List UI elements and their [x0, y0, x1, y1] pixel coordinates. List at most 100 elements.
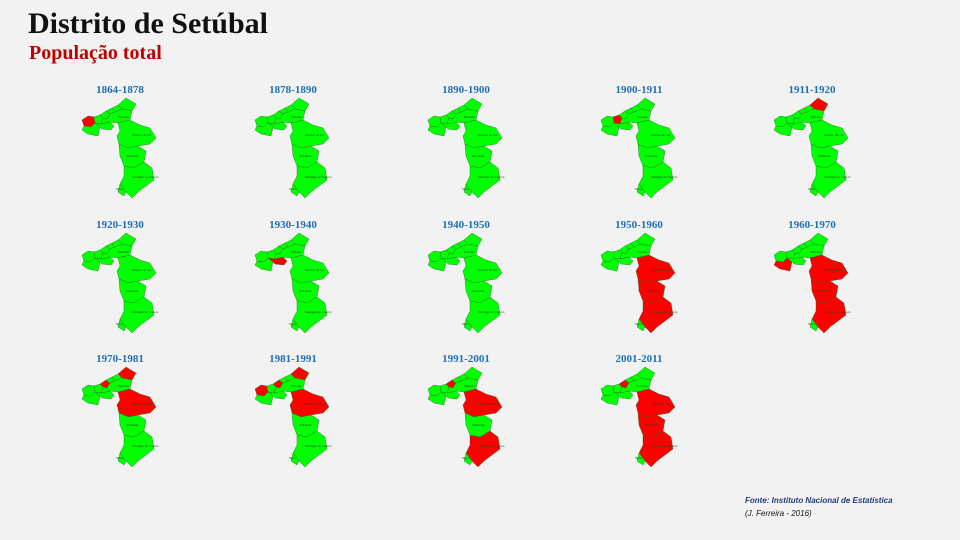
- map-label-palmela: Palmela: [637, 115, 648, 119]
- municipality-sines: [636, 452, 646, 466]
- map-panel: 1960-1970 Palmela Alcácer do Sal Grândola Sa…: [772, 219, 892, 349]
- municipality-santiago: [119, 430, 155, 468]
- map-panel: 1940-1950 Palmela Alcácer do Sal Grândola Sa…: [426, 219, 546, 349]
- municipality-santiago: [292, 430, 328, 468]
- map-label-palmela: Palmela: [291, 384, 302, 388]
- map-label-sines: Sines: [808, 322, 816, 326]
- map-panel: 1981-1991 Palmela Alcácer do Sal Grândola Sa…: [253, 353, 373, 483]
- municipality-palmela: [273, 377, 306, 394]
- source-note: Fonte: Instituto Nacional de Estatística: [745, 496, 893, 505]
- municipality-sesimbra: [254, 122, 274, 137]
- municipality-santiago: [119, 161, 155, 199]
- municipality-santiago: [465, 296, 501, 334]
- map-label-grandola: Grândola: [126, 289, 139, 293]
- map-label-grandola: Grândola: [126, 154, 139, 158]
- municipality-sines: [636, 318, 646, 332]
- map-label-sines: Sines: [116, 322, 124, 326]
- map-label-alcacer: Alcácer do Sal: [478, 402, 498, 406]
- page-title: Distrito de Setúbal: [28, 7, 268, 40]
- map-panel: 1878-1890 Palmela Alcácer do Sal Grândola Sa…: [253, 84, 373, 214]
- municipality-sesimbra: [81, 257, 101, 272]
- municipality-santiago: [638, 161, 674, 199]
- map-label-palmela: Palmela: [291, 115, 302, 119]
- district-map: Palmela Alcácer do Sal Grândola Santiago do…: [81, 366, 159, 468]
- municipality-palmela: [446, 108, 479, 125]
- district-map: Palmela Alcácer do Sal Grândola Santiago do…: [254, 366, 332, 468]
- municipality-alcochete: [463, 366, 483, 381]
- municipality-sines: [463, 183, 473, 197]
- map-label-santiago: Santiago do Cacém: [132, 444, 159, 448]
- municipality-santiago: [292, 296, 328, 334]
- page-subtitle: População total: [29, 42, 162, 64]
- map-label-santiago: Santiago do Cacém: [651, 175, 678, 179]
- map-label-palmela: Palmela: [118, 115, 129, 119]
- district-map: Palmela Alcácer do Sal Grândola Santiago do…: [773, 232, 851, 334]
- period-label: 1981-1991: [269, 353, 317, 365]
- municipality-sesimbra: [427, 391, 447, 406]
- period-label: 1960-1970: [788, 219, 836, 231]
- map-label-santiago: Santiago do Cacém: [305, 175, 332, 179]
- map-label-grandola: Grândola: [472, 289, 485, 293]
- map-panel: 1920-1930 Palmela Alcácer do Sal Grândola Sa…: [80, 219, 200, 349]
- map-label-santiago: Santiago do Cacém: [305, 310, 332, 314]
- map-label-sines: Sines: [635, 187, 643, 191]
- municipality-santiago: [811, 296, 847, 334]
- period-label: 1991-2001: [442, 353, 490, 365]
- map-label-alcacer: Alcácer do Sal: [651, 133, 671, 137]
- municipality-sines: [117, 318, 127, 332]
- map-label-sines: Sines: [635, 456, 643, 460]
- municipality-sines: [809, 183, 819, 197]
- map-label-alcacer: Alcácer do Sal: [305, 402, 325, 406]
- author-note: (J. Ferreira - 2016): [745, 509, 812, 518]
- municipality-alcochete: [636, 366, 656, 381]
- period-label: 1970-1981: [96, 353, 144, 365]
- map-label-santiago: Santiago do Cacém: [651, 444, 678, 448]
- map-label-santiago: Santiago do Cacém: [478, 310, 505, 314]
- map-label-sines: Sines: [289, 456, 297, 460]
- map-label-santiago: Santiago do Cacém: [305, 444, 332, 448]
- period-label: 1940-1950: [442, 219, 490, 231]
- map-label-grandola: Grândola: [472, 154, 485, 158]
- map-label-sines: Sines: [116, 456, 124, 460]
- map-label-sines: Sines: [635, 322, 643, 326]
- period-label: 2001-2011: [615, 353, 663, 365]
- municipality-sesimbra: [427, 257, 447, 272]
- map-label-santiago: Santiago do Cacém: [132, 310, 159, 314]
- period-label: 1890-1900: [442, 84, 490, 96]
- map-label-grandola: Grândola: [818, 289, 831, 293]
- municipality-palmela: [619, 377, 652, 394]
- municipality-alcochete: [117, 366, 137, 381]
- municipality-alcochete: [117, 97, 137, 112]
- municipality-alcochete: [290, 97, 310, 112]
- municipality-alcochete: [463, 97, 483, 112]
- map-label-palmela: Palmela: [118, 384, 129, 388]
- map-label-grandola: Grândola: [472, 423, 485, 427]
- municipality-sines: [290, 452, 300, 466]
- district-map: Palmela Alcácer do Sal Grândola Santiago do…: [600, 97, 678, 199]
- map-label-alcacer: Alcácer do Sal: [651, 268, 671, 272]
- municipality-sines: [463, 318, 473, 332]
- map-label-alcacer: Alcácer do Sal: [305, 133, 325, 137]
- map-label-alcacer: Alcácer do Sal: [478, 133, 498, 137]
- map-label-palmela: Palmela: [637, 384, 648, 388]
- map-label-alcacer: Alcácer do Sal: [305, 268, 325, 272]
- map-label-sines: Sines: [462, 456, 470, 460]
- municipality-sines: [463, 452, 473, 466]
- municipality-palmela: [619, 108, 652, 125]
- map-label-palmela: Palmela: [810, 115, 821, 119]
- map-label-grandola: Grândola: [299, 423, 312, 427]
- map-label-palmela: Palmela: [637, 250, 648, 254]
- map-label-grandola: Grândola: [645, 423, 658, 427]
- period-label: 1864-1878: [96, 84, 144, 96]
- map-panel: 1991-2001 Palmela Alcácer do Sal Grândola Sa…: [426, 353, 546, 483]
- map-panel: 1890-1900 Palmela Alcácer do Sal Grândola Sa…: [426, 84, 546, 214]
- municipality-alcochete: [117, 232, 137, 247]
- map-label-palmela: Palmela: [291, 250, 302, 254]
- map-label-palmela: Palmela: [810, 250, 821, 254]
- district-map: Palmela Alcácer do Sal Grândola Santiago do…: [773, 97, 851, 199]
- map-label-palmela: Palmela: [118, 250, 129, 254]
- municipality-palmela: [100, 377, 133, 394]
- period-label: 1878-1890: [269, 84, 317, 96]
- period-label: 1900-1911: [615, 84, 663, 96]
- period-label: 1950-1960: [615, 219, 663, 231]
